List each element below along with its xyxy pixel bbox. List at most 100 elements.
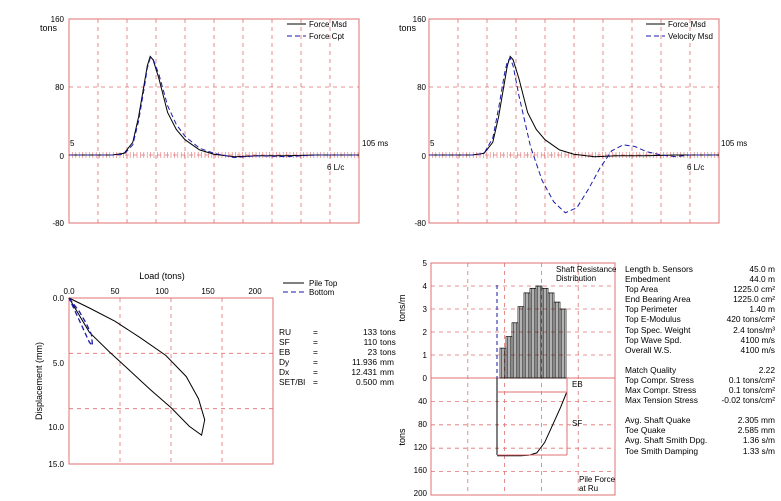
property-key: Top E-Modulus bbox=[625, 314, 681, 325]
force-bottom-marker: 6 L/c bbox=[327, 163, 344, 172]
force-ytick-0: 0 bbox=[60, 152, 65, 161]
load-ytick-10: 10.0 bbox=[48, 423, 64, 432]
result-key: RU bbox=[279, 327, 292, 337]
property-value: -0.02 tons/cm² bbox=[721, 395, 775, 406]
property-value: 44.0 m bbox=[749, 274, 775, 285]
property-row: Top Area 1225.0 cm² bbox=[625, 284, 775, 294]
load-title: Load (tons) bbox=[139, 271, 185, 281]
result-row: SF = 110 tons bbox=[279, 337, 396, 347]
property-value: 4100 m/s bbox=[740, 334, 775, 345]
velocity-ytick-80: 80 bbox=[417, 83, 426, 92]
velocity-force-line bbox=[429, 55, 719, 158]
resistance-panel: tons/m tons 5 4 3 2 1 0 0 40 80 120 160 … bbox=[397, 259, 617, 498]
shaft-resistance-label-1: Shaft Resistance bbox=[556, 265, 617, 274]
property-key: Toe Smith Damping bbox=[625, 445, 699, 456]
force-left-marker: 5 bbox=[70, 139, 75, 148]
property-key: Top Spec. Weight bbox=[625, 324, 691, 335]
property-key: End Bearing Area bbox=[625, 294, 691, 305]
force-msd-line bbox=[69, 55, 359, 158]
property-key: Top Perimeter bbox=[625, 304, 678, 315]
pile-force-label: Pile Force at Ru bbox=[579, 475, 617, 493]
property-value: 2.305 mm bbox=[737, 415, 775, 426]
property-value: 2.585 mm bbox=[737, 425, 775, 436]
force-legend-cpt: Force Cpt bbox=[309, 32, 345, 41]
property-row: Top E-Modulus 420 tons/cm² bbox=[625, 314, 775, 324]
load-xtick-50: 50 bbox=[111, 287, 120, 296]
force-ylabel: tons bbox=[40, 23, 58, 33]
property-row: Max Compr. Stress 0.1 tons/cm² bbox=[625, 385, 775, 395]
load-xtick-200: 200 bbox=[248, 287, 262, 296]
velocity-legend-velocity: Velocity Msd bbox=[668, 32, 713, 41]
resistance-bars bbox=[499, 285, 567, 379]
property-value: 1225.0 cm² bbox=[733, 294, 775, 305]
property-row: Embedment 44.0 m bbox=[625, 274, 775, 284]
result-row: Dy = 11.936 mm bbox=[279, 357, 396, 367]
load-panel: Load (tons) 0.0 50 100 150 200 0.0 5.0 1… bbox=[34, 271, 338, 469]
property-row: Toe Quake 2.585 mm bbox=[625, 425, 775, 435]
velocity-ytick-160: 160 bbox=[413, 15, 427, 24]
property-value: 1225.0 cm² bbox=[733, 284, 775, 295]
property-value: 45.0 m bbox=[749, 264, 775, 274]
velocity-ytick-0: 0 bbox=[422, 152, 427, 161]
property-value: 1.33 s/m bbox=[742, 445, 775, 456]
load-xtick-0: 0.0 bbox=[63, 287, 75, 296]
result-value: 110 bbox=[363, 337, 377, 348]
result-equals: = bbox=[313, 357, 318, 368]
sf-label: SF bbox=[572, 419, 582, 428]
resistance-ytick-160: 160 bbox=[414, 466, 428, 475]
resistance-ytick-200: 200 bbox=[414, 489, 428, 498]
property-row: Match Quality 2.22 bbox=[625, 365, 775, 375]
force-frame bbox=[68, 18, 360, 224]
property-key: Length b. Sensors bbox=[625, 264, 693, 274]
resistance-ytick-4: 4 bbox=[423, 282, 428, 291]
load-ylabel: Displacement (mm) bbox=[34, 342, 44, 420]
result-row: EB = 23 tons bbox=[279, 347, 396, 357]
property-value: 0.1 tons/cm² bbox=[728, 374, 775, 385]
property-row: Top Spec. Weight 2.4 tons/m³ bbox=[625, 325, 775, 335]
resistance-ytick-80: 80 bbox=[418, 420, 427, 429]
load-legend-top: Pile Top bbox=[309, 279, 338, 288]
property-group: Match Quality 2.22 Top Compr. Stress 0.1 to… bbox=[625, 365, 775, 405]
load-bottom-line bbox=[68, 297, 94, 348]
force-ytick-neg80: -80 bbox=[52, 219, 64, 228]
property-key: Max Compr. Stress bbox=[625, 385, 697, 396]
resistance-ytick-2: 2 bbox=[423, 328, 428, 337]
property-value: 2.22 bbox=[758, 364, 775, 375]
property-key: Avg. Shaft Smith Dpg. bbox=[625, 435, 708, 446]
force-legend: Force Msd Force Cpt bbox=[287, 20, 347, 41]
property-group: Length b. Sensors 45.0 m Embedment 44.0 m To… bbox=[625, 264, 775, 355]
velocity-grid bbox=[428, 19, 719, 223]
resistance-ylabel-bottom: tons bbox=[397, 428, 407, 446]
property-key: Embedment bbox=[625, 274, 671, 285]
result-unit: mm bbox=[380, 367, 394, 378]
force-ytick-160: 160 bbox=[51, 15, 65, 24]
results-table: RU = 133 tons SF = 110 tons EB = 23 tons Dy = 11.936 mm… bbox=[279, 327, 396, 388]
velocity-velocity-line bbox=[429, 57, 719, 214]
load-xtick-150: 150 bbox=[201, 287, 215, 296]
result-key: SET/Bl bbox=[279, 377, 306, 388]
property-key: Top Area bbox=[625, 284, 659, 295]
pile-force-label-2: at Ru bbox=[579, 484, 598, 493]
property-row: Top Perimeter 1.40 m bbox=[625, 304, 775, 314]
load-ytick-15: 15.0 bbox=[48, 460, 64, 469]
property-row: Length b. Sensors 45.0 m bbox=[625, 264, 775, 274]
property-key: Overall W.S. bbox=[625, 344, 672, 355]
property-value: 2.4 tons/m³ bbox=[733, 324, 775, 335]
load-legend: Pile Top Bottom bbox=[283, 279, 338, 297]
property-key: Avg. Shaft Quake bbox=[625, 415, 691, 426]
property-row: Avg. Shaft Quake 2.305 mm bbox=[625, 415, 775, 425]
result-unit: tons bbox=[380, 327, 396, 337]
load-pile-top-line bbox=[68, 297, 206, 437]
property-row: Avg. Shaft Smith Dpg. 1.36 s/m bbox=[625, 435, 775, 445]
result-unit: mm bbox=[380, 377, 394, 388]
property-value: 420 tons/cm² bbox=[726, 314, 775, 325]
result-row: SET/Bl = 0.500 mm bbox=[279, 377, 396, 387]
result-equals: = bbox=[313, 327, 318, 337]
property-value: 1.36 s/m bbox=[742, 435, 775, 446]
result-unit: mm bbox=[380, 357, 394, 368]
property-row: Overall W.S. 4100 m/s bbox=[625, 345, 775, 355]
result-value: 12.431 bbox=[351, 367, 377, 378]
force-cpt-line bbox=[69, 57, 359, 159]
pile-force-label-1: Pile Force bbox=[579, 475, 616, 484]
